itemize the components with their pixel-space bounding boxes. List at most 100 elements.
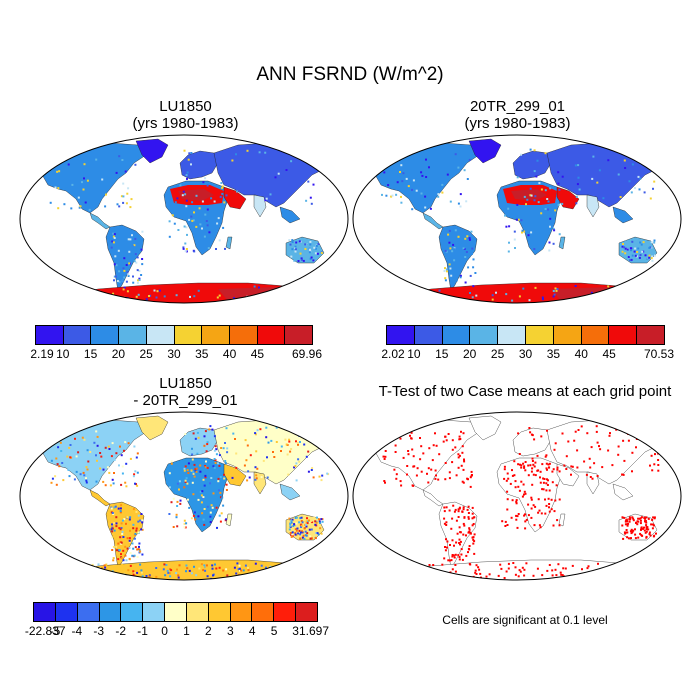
map-border [352, 134, 682, 304]
land-northAmerica [39, 142, 147, 214]
colorbar-tick-label: 35 [195, 347, 209, 361]
colorbar-swatch [119, 326, 147, 344]
colorbar-swatch [285, 326, 313, 344]
colorbar-tick-label: 30 [518, 347, 533, 361]
colorbar-swatch [252, 603, 275, 621]
colorbar-swatch [55, 603, 78, 621]
colorbar-tick-label: -1 [137, 624, 148, 638]
main-title: ANN FSRND (W/m^2) [256, 64, 444, 85]
land-europe [512, 150, 552, 180]
colorbar-swatch [208, 603, 231, 621]
colorbar-swatch [63, 326, 92, 344]
land-antarctica [380, 559, 662, 580]
land-antarctica [47, 559, 329, 580]
colorbar-swatch [36, 326, 64, 344]
colorbar-tick-label: 1 [183, 624, 190, 638]
colorbar-tick-label: 30 [167, 347, 181, 361]
colorbar-swatch [581, 326, 610, 344]
land-europe [179, 427, 219, 457]
colorbar-swatch [414, 326, 443, 344]
panel-title-20tr: 20TR_299_01 (yrs 1980-1983) [464, 98, 571, 132]
colorbar-tick-label: 15 [83, 347, 98, 361]
colorbar-tick-label: 40 [574, 347, 588, 361]
land-madagascar [558, 236, 566, 250]
land-seAsia [612, 483, 634, 501]
colorbar-swatch [230, 603, 253, 621]
land-centralAm [89, 489, 111, 507]
colorbar-tick-label: 69.96 [291, 347, 323, 361]
map-ttest [352, 411, 682, 581]
land-seAsia [279, 483, 301, 501]
colorbar-tick-label: 15 [435, 347, 449, 361]
significance-note: Cells are significant at 0.1 level [442, 613, 608, 627]
land-centralAm [422, 212, 444, 230]
land-europe [179, 150, 219, 180]
colorbar-20tr [386, 325, 665, 345]
colorbar-swatch [498, 326, 526, 344]
map-difference [19, 411, 349, 581]
colorbar-tick-label: 10 [407, 347, 421, 361]
colorbar-tick-label: 10 [56, 347, 70, 361]
colorbar-difference-labels: -22.837 -5 -4 -3 -2 -1 0 1 2 3 4 5 31.697 [25, 624, 329, 640]
land-seAsia [279, 206, 301, 224]
colorbar-swatch [257, 326, 286, 344]
colorbar-swatch [99, 603, 122, 621]
colorbar-tick-label: 45 [250, 347, 265, 361]
colorbar-swatch [174, 326, 203, 344]
colorbar-tick-label: 2.19 [30, 347, 54, 361]
panel-title-ttest: T-Test of two Case means at each grid po… [378, 383, 672, 400]
colorbar-tick-label: 45 [602, 347, 616, 361]
colorbar-swatch [186, 603, 209, 621]
map-border [352, 411, 682, 581]
colorbar-tick-label: -5 [49, 624, 61, 638]
land-greenland [135, 138, 169, 164]
colorbar-swatch [77, 603, 100, 621]
map-lu1850 [19, 134, 349, 304]
colorbar-lu1850 [35, 325, 313, 345]
land-india [586, 194, 600, 218]
colorbar-swatch [143, 603, 166, 621]
colorbar-swatch [387, 326, 415, 344]
colorbar-tick-label: 25 [139, 347, 153, 361]
colorbar-swatch [637, 326, 664, 344]
land-southAmerica [438, 224, 478, 292]
land-antarctica [47, 282, 329, 303]
colorbar-tick-label: -22.837 [24, 624, 66, 638]
land-africa [163, 457, 229, 533]
colorbar-tick-label: -2 [115, 624, 127, 638]
colorbar-swatch [34, 603, 56, 621]
colorbar-swatch [165, 603, 187, 621]
panel-title-lu1850: LU1850 (yrs 1980-1983) [132, 98, 239, 132]
colorbar-tick-label: 35 [546, 347, 561, 361]
land-antarctica [380, 282, 662, 303]
colorbar-swatch [442, 326, 471, 344]
colorbar-swatch [91, 326, 120, 344]
land-seAsia [612, 206, 634, 224]
land-northAmerica [372, 419, 480, 491]
colorbar-tick-label: 25 [490, 347, 505, 361]
land-greenland [468, 415, 502, 441]
colorbar-tick-label: 20 [111, 347, 126, 361]
colorbar-tick-label: 20 [463, 347, 477, 361]
colorbar-tick-label: -3 [93, 624, 105, 638]
colorbar-swatch [229, 326, 258, 344]
map-border [19, 411, 349, 581]
colorbar-tick-label: 5 [270, 624, 278, 638]
colorbar-difference [33, 602, 318, 622]
colorbar-swatch [525, 326, 554, 344]
land-australia [618, 513, 658, 541]
land-madagascar [225, 236, 233, 250]
colorbar-swatch [202, 326, 230, 344]
land-arabia [556, 463, 580, 487]
land-india [253, 194, 267, 218]
colorbar-tick-label: 3 [226, 624, 234, 638]
panel-title-diff: LU1850 - 20TR_299_01 [133, 375, 238, 409]
land-europe [512, 427, 552, 457]
colorbar-lu1850-labels: 2.19 10 15 20 25 30 35 40 45 69.96 [30, 347, 322, 363]
colorbar-20tr-labels: 2.02 10 15 20 25 30 35 40 45 70.53 [381, 347, 674, 363]
land-centralAm [89, 212, 111, 230]
land-madagascar [558, 513, 566, 527]
colorbar-swatch [121, 603, 144, 621]
desert-core [511, 189, 547, 201]
colorbar-swatch [609, 326, 638, 344]
